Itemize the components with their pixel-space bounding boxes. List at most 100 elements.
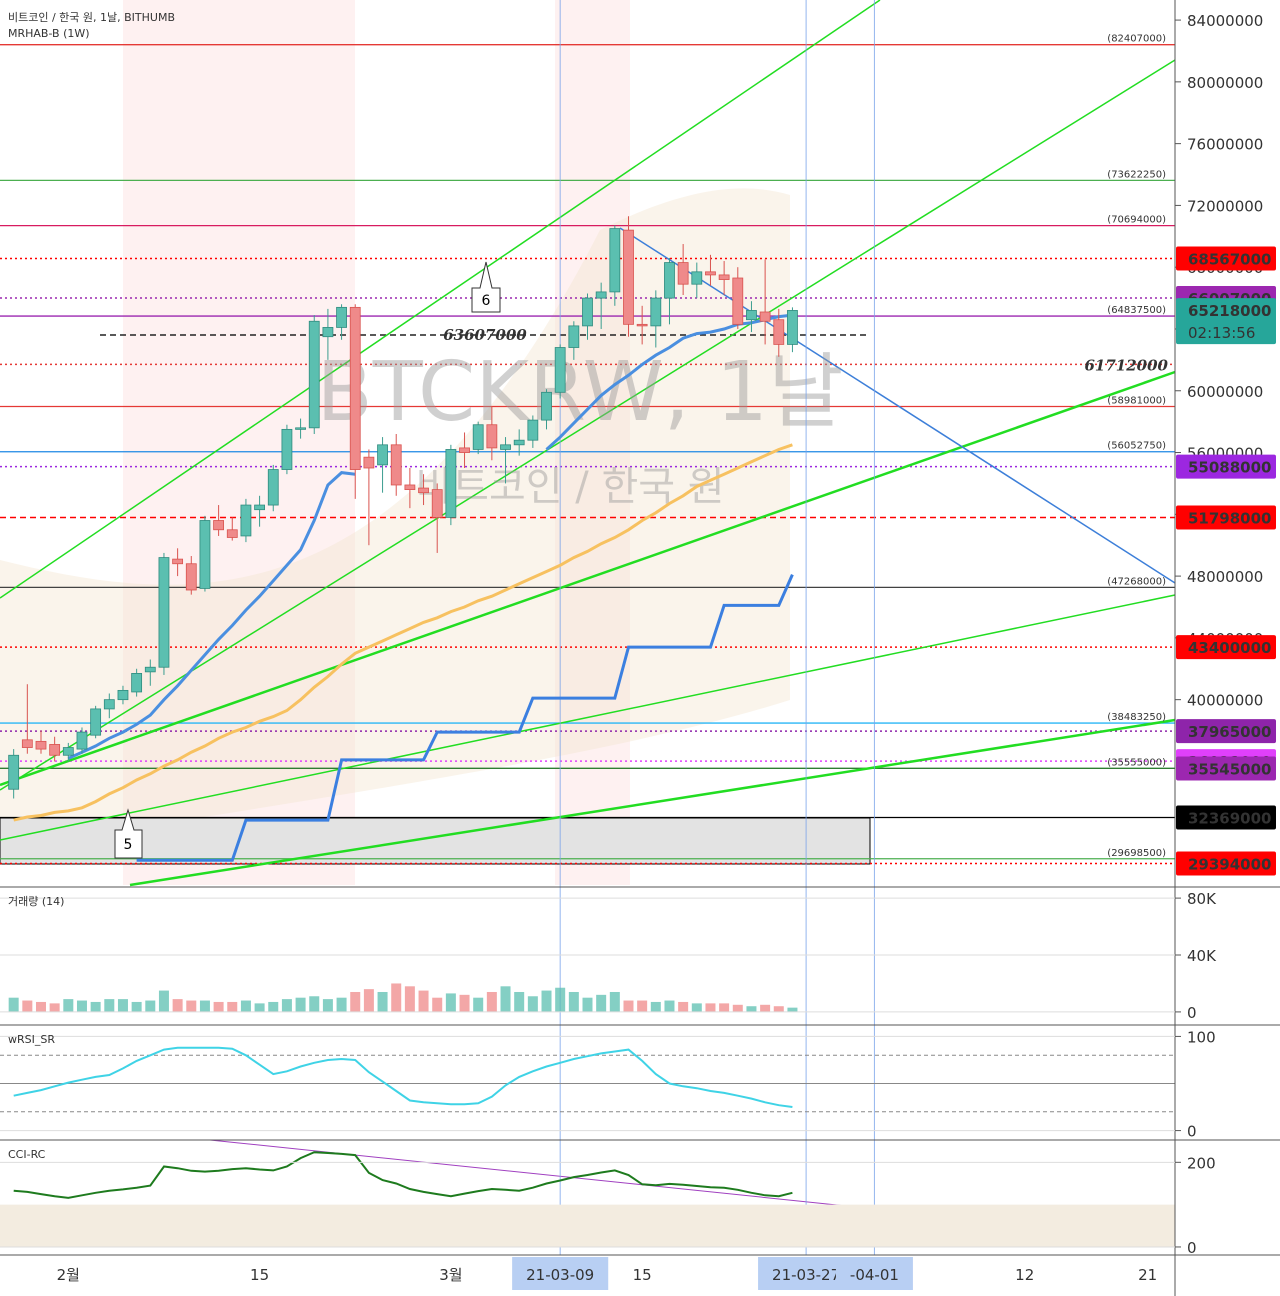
- volume-bar: [350, 991, 361, 1012]
- callout: 6: [482, 293, 491, 309]
- volume-bar: [377, 991, 388, 1012]
- y-tick-label: 0: [1187, 1004, 1197, 1022]
- volume-bar: [158, 990, 169, 1012]
- volume-bar: [117, 999, 128, 1012]
- volume-bar: [664, 1000, 675, 1012]
- trend-line: [0, 370, 1176, 787]
- level-label: (56052750): [1107, 441, 1166, 452]
- price-badge: [1176, 756, 1276, 781]
- x-tick-label: 21: [1138, 1266, 1157, 1284]
- countdown: 02:13:56: [1188, 324, 1255, 342]
- price-badge: [1176, 298, 1276, 345]
- candle-body: [664, 262, 675, 299]
- price-badge-label: 32369000: [1188, 810, 1272, 828]
- y-tick-label: 76000000: [1187, 136, 1263, 154]
- candle-body: [582, 297, 593, 327]
- volume-bar: [637, 1000, 648, 1012]
- watermark: 비트코인 / 한국 원: [415, 464, 724, 510]
- x-tick-label: -04-01: [850, 1266, 899, 1284]
- indicator-line: [13, 1151, 793, 1199]
- candle-body: [636, 323, 648, 327]
- price-badge: [1176, 454, 1276, 479]
- chart-title: 비트코인 / 한국 원, 1날, BITHUMB: [8, 11, 175, 24]
- candle-body: [226, 529, 238, 538]
- candle-body: [691, 271, 703, 285]
- volume-bar: [719, 1003, 730, 1012]
- price-badge-label: 37965000: [1188, 723, 1272, 741]
- volume-bar: [596, 994, 607, 1012]
- candle-body: [240, 504, 252, 537]
- candle-body: [759, 311, 771, 322]
- candle-body: [254, 504, 265, 511]
- volume-bar: [527, 996, 538, 1012]
- candle-body: [349, 306, 361, 470]
- level-label: (58981000): [1107, 395, 1166, 406]
- volume-bar: [227, 1001, 238, 1012]
- level-label: (64837500): [1107, 305, 1166, 316]
- volume-bar: [90, 1001, 101, 1012]
- candle-body: [705, 271, 716, 276]
- volume-bar: [281, 999, 292, 1012]
- candle-body: [500, 444, 511, 450]
- candle-body: [623, 229, 634, 325]
- y-tick-label: 100: [1187, 1028, 1216, 1046]
- indicator-line: [13, 1046, 793, 1108]
- volume-bar: [568, 991, 579, 1012]
- volume-bar: [322, 999, 333, 1012]
- candle-body: [199, 520, 211, 589]
- candle-body: [568, 325, 580, 348]
- trend-line: [0, 0, 881, 599]
- candle-body: [418, 487, 429, 494]
- candle-body: [732, 277, 744, 325]
- price-badge: [1176, 851, 1276, 876]
- x-tick-label: 12: [1015, 1266, 1034, 1284]
- candle-body: [336, 306, 347, 328]
- volume-bar: [76, 1000, 87, 1012]
- callout: 5: [124, 837, 133, 853]
- candle-body: [35, 740, 47, 750]
- volume-bar: [240, 1000, 251, 1012]
- cloud: [0, 188, 790, 850]
- level-label: (70694000): [1107, 215, 1166, 226]
- candle-body: [131, 673, 143, 693]
- volume-bar: [473, 997, 484, 1012]
- volume-bar: [391, 983, 402, 1012]
- price-badge-label: 29394000: [1188, 855, 1272, 873]
- trend-line: [0, 59, 1176, 791]
- callout-box: [471, 261, 501, 313]
- y-tick-label: 60000000: [1187, 383, 1263, 401]
- candle-body: [213, 520, 225, 531]
- candle-body: [62, 747, 74, 756]
- pane-title: CCI-RC: [8, 1148, 46, 1161]
- y-tick-label: 48000000: [1187, 568, 1263, 586]
- indicator-line: [13, 443, 793, 822]
- y-tick-label: 0: [1187, 1239, 1197, 1257]
- volume-bar: [514, 991, 525, 1012]
- volume-bar: [131, 1001, 142, 1012]
- callout-box: [114, 808, 143, 859]
- volume-bar: [445, 993, 456, 1012]
- candle-body: [144, 666, 156, 673]
- x-tick-label: 15: [250, 1266, 269, 1284]
- volume-bar: [678, 1001, 689, 1012]
- y-tick-label: 40K: [1187, 947, 1217, 965]
- candle-body: [472, 424, 484, 450]
- price-badge: [1176, 635, 1276, 660]
- band: [0, 1204, 1175, 1247]
- volume-bar: [104, 999, 115, 1012]
- volume-bar: [254, 1003, 265, 1012]
- candle-body: [322, 327, 334, 338]
- volume-bar: [213, 1001, 224, 1012]
- candle-body: [267, 469, 279, 506]
- volume-bar: [268, 1001, 279, 1012]
- volume-bar: [609, 991, 620, 1012]
- candle-body: [527, 419, 539, 441]
- volume-bar: [22, 1000, 33, 1012]
- candle-body: [554, 347, 566, 393]
- volume-bar: [199, 1000, 210, 1012]
- chart-subtitle: MRHAB-B (1W): [8, 27, 90, 40]
- watermark: BTCKRW, 1날: [316, 345, 843, 440]
- x-tick-label: 21-03-09: [526, 1266, 594, 1284]
